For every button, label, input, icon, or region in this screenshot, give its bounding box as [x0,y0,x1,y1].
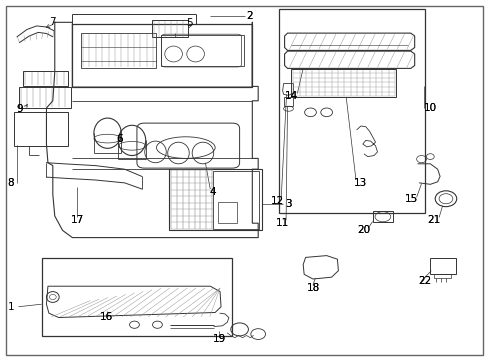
Text: 8: 8 [7,178,14,188]
Bar [81,33,156,68]
Text: 20: 20 [357,225,370,235]
Text: 9: 9 [16,104,23,114]
Text: 4: 4 [209,186,216,197]
Text: 16: 16 [100,312,113,322]
Bar [23,71,68,86]
Text: 17: 17 [70,215,84,225]
Text: 6: 6 [116,134,123,144]
Text: 2: 2 [245,11,252,21]
Text: 9: 9 [16,104,23,114]
Bar [161,35,243,66]
Text: 12: 12 [270,196,284,206]
Bar [217,202,237,223]
Bar [372,211,392,222]
Text: 14: 14 [284,91,298,102]
Bar [433,274,450,278]
Bar [151,20,188,37]
Text: 22: 22 [417,276,430,286]
Text: 19: 19 [212,334,225,344]
Text: 14: 14 [284,91,298,102]
Bar [72,24,252,87]
Text: 22: 22 [417,276,430,286]
Text: 15: 15 [404,194,418,204]
Bar [290,69,395,97]
Text: 19: 19 [212,334,225,344]
Text: 17: 17 [70,215,84,225]
Bar [283,97,293,106]
Text: 11: 11 [275,218,289,228]
Text: 21: 21 [427,215,440,225]
Text: 11: 11 [275,218,289,228]
Bar [429,258,455,274]
Bar [41,258,232,336]
Text: 13: 13 [353,178,367,188]
Text: 2: 2 [245,11,252,21]
Text: 6: 6 [116,134,123,144]
Text: 18: 18 [305,283,319,293]
Bar [19,87,71,108]
Text: 5: 5 [186,18,193,28]
Text: 10: 10 [423,103,436,113]
Bar [278,9,425,213]
Bar [14,112,68,146]
Text: 15: 15 [404,194,418,204]
Text: 18: 18 [305,283,319,293]
Text: 16: 16 [100,312,113,322]
Text: 21: 21 [427,215,440,225]
Text: 4: 4 [209,186,216,197]
Text: 12: 12 [270,196,284,206]
Bar [212,171,259,229]
Text: 10: 10 [423,103,436,113]
Bar [168,169,261,230]
Text: 7: 7 [49,17,56,27]
Text: 8: 8 [7,178,14,188]
Text: 3: 3 [285,199,291,210]
Text: 1: 1 [7,302,14,312]
Text: 13: 13 [353,178,367,188]
Text: 20: 20 [357,225,370,235]
Text: 3: 3 [285,199,291,210]
